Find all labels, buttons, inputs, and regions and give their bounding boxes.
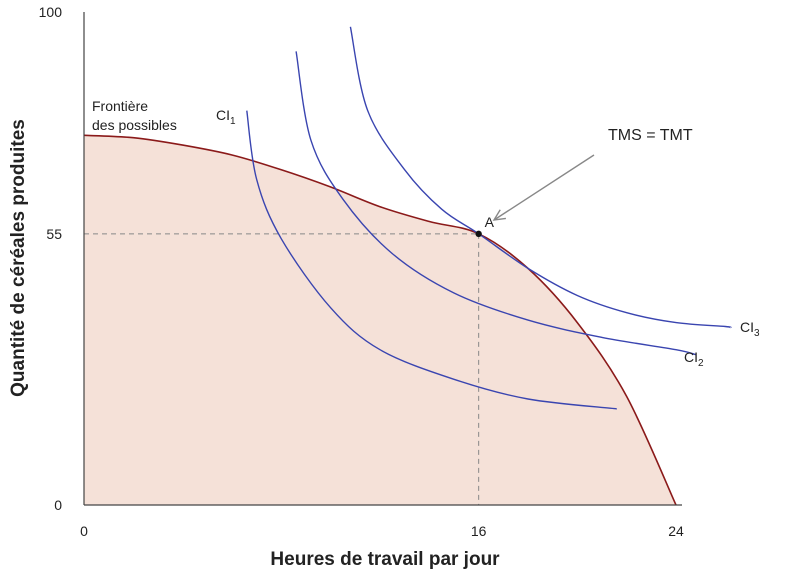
point-a-marker [475,230,482,238]
tms-arrow-head [492,209,506,221]
tick-labels: 0 16 24 0 55 100 [39,4,684,539]
annotations: A Frontière des possibles TMS = TMT [92,98,693,238]
series-label-ci3: CI3 [740,319,760,339]
indifference-curve-2 [295,51,696,356]
y-tick-label-0: 0 [54,497,62,513]
x-tick-label-1: 16 [471,523,487,539]
y-tick-label-1: 55 [46,226,62,242]
guide-layer [84,233,480,505]
frontier-area [84,135,676,506]
frontier-label-line1: Frontière [92,98,148,114]
indifference-curve-1 [246,110,617,410]
series-label-ci2: CI2 [684,349,704,369]
axes [83,12,682,506]
frontier-curve [83,134,677,506]
frontier-layer [83,134,677,506]
x-tick-label-0: 0 [80,523,88,539]
tms-arrow-line [493,154,595,221]
point-a-label: A [485,214,495,230]
series-label-ci1: CI1 [216,107,236,127]
indifference-curve-3 [349,26,732,329]
y-axis-title: Quantité de céréales produites [8,119,29,397]
frontier-label-line2: des possibles [92,117,177,133]
y-tick-label-2: 100 [39,4,63,20]
x-tick-label-2: 24 [668,523,684,539]
x-axis-title: Heures de travail par jour [270,549,500,570]
tms-tmt-label: TMS = TMT [608,127,693,144]
